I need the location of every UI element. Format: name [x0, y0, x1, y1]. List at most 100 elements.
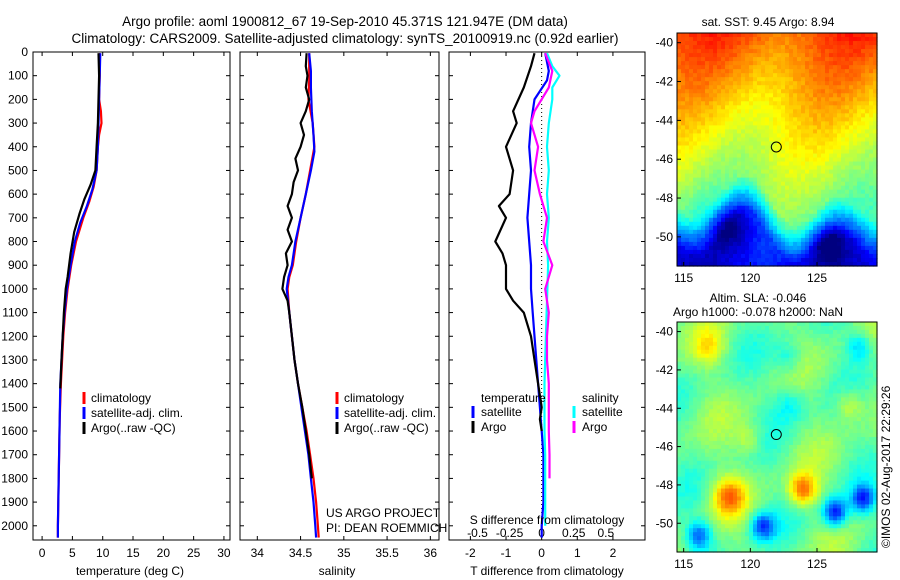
heatmap-cell	[713, 185, 718, 191]
heatmap-cell	[753, 361, 758, 367]
heatmap-cell	[817, 45, 822, 50]
heatmap-cell	[761, 177, 766, 183]
heatmap-cell	[741, 65, 746, 70]
heatmap-cell	[809, 181, 814, 187]
heatmap-cell	[721, 345, 726, 351]
heatmap-cell	[857, 141, 862, 147]
heatmap-cell	[705, 197, 710, 203]
heatmap-cell	[797, 349, 802, 355]
heatmap-cell	[845, 125, 850, 131]
heatmap-cell	[805, 161, 810, 167]
heatmap-cell	[813, 345, 818, 351]
heatmap-cell	[773, 213, 778, 219]
heatmap-cell	[869, 37, 874, 42]
heatmap-cell	[809, 149, 814, 155]
heatmap-cell	[793, 353, 798, 359]
heatmap-cell	[853, 209, 858, 215]
heatmap-cell	[741, 181, 746, 187]
heatmap-cell	[701, 49, 706, 54]
heatmap-cell	[853, 385, 858, 391]
heatmap-cell	[785, 65, 790, 70]
heatmap-cell	[837, 189, 842, 195]
heatmap-cell	[773, 345, 778, 351]
heatmap-cell	[825, 369, 830, 375]
heatmap-cell	[681, 45, 686, 50]
heatmap-cell	[681, 117, 686, 122]
heatmap-cell	[873, 213, 878, 219]
heatmap-cell	[753, 101, 758, 106]
heatmap-cell	[761, 456, 766, 462]
heatmap-cell	[801, 193, 806, 199]
heatmap-cell	[689, 425, 694, 430]
heatmap-cell	[737, 325, 742, 331]
heatmap-cell	[777, 137, 782, 143]
heatmap-cell	[749, 89, 754, 94]
heatmap-cell	[837, 221, 842, 227]
heatmap-cell	[745, 181, 750, 187]
heatmap-cell	[837, 322, 842, 327]
heatmap-cell	[721, 121, 726, 126]
heatmap-cell	[741, 253, 746, 259]
heatmap-cell	[773, 397, 778, 402]
heatmap-cell	[721, 97, 726, 102]
heatmap-cell	[829, 353, 834, 359]
heatmap-cell	[737, 53, 742, 58]
heatmap-cell	[729, 393, 734, 398]
heatmap-cell	[749, 325, 754, 331]
heatmap-cell	[741, 325, 746, 331]
heatmap-cell	[789, 341, 794, 347]
heatmap-cell	[857, 385, 862, 391]
heatmap-cell	[737, 448, 742, 454]
heatmap-cell	[873, 41, 878, 46]
heatmap-cell	[841, 229, 846, 235]
legend-argo-label: Argo(..raw -QC)	[344, 421, 429, 435]
heatmap-cell	[869, 225, 874, 231]
depth-tick-label: 1000	[1, 282, 28, 296]
heatmap-cell	[813, 401, 818, 406]
heatmap-cell	[745, 229, 750, 235]
heatmap-cell	[697, 253, 702, 259]
heatmap-cell	[761, 241, 766, 247]
heatmap-cell	[681, 385, 686, 391]
heatmap-cell	[765, 185, 770, 191]
heatmap-cell	[721, 45, 726, 50]
heatmap-cell	[809, 65, 814, 70]
heatmap-cell	[829, 197, 834, 203]
heatmap-cell	[777, 393, 782, 398]
heatmap-cell	[817, 165, 822, 171]
heatmap-cell	[761, 397, 766, 402]
depth-tick-label: 800	[8, 235, 28, 249]
heatmap-cell	[797, 377, 802, 383]
heatmap-cell	[745, 57, 750, 62]
heatmap-cell	[713, 201, 718, 207]
heatmap-cell	[869, 389, 874, 394]
heatmap-cell	[813, 185, 818, 191]
heatmap-cell	[805, 217, 810, 223]
heatmap-cell	[865, 225, 870, 231]
heatmap-cell	[749, 85, 754, 90]
depth-tick-label: 300	[8, 116, 28, 130]
heatmap-cell	[705, 397, 710, 402]
heatmap-cell	[689, 89, 694, 94]
heatmap-cell	[765, 121, 770, 126]
heatmap-cell	[749, 429, 754, 434]
heatmap-cell	[733, 417, 738, 422]
heatmap-cell	[869, 433, 874, 438]
heatmap-cell	[845, 425, 850, 430]
heatmap-cell	[841, 185, 846, 191]
heatmap-cell	[837, 129, 842, 135]
heatmap-cell	[761, 425, 766, 430]
heatmap-cell	[869, 405, 874, 410]
heatmap-cell	[813, 165, 818, 171]
heatmap-cell	[717, 201, 722, 207]
heatmap-cell	[865, 165, 870, 171]
heatmap-cell	[705, 464, 710, 470]
heatmap-cell	[853, 357, 858, 363]
heatmap-cell	[837, 49, 842, 54]
heatmap-cell	[781, 405, 786, 410]
heatmap-cell	[825, 81, 830, 86]
heatmap-cell	[721, 341, 726, 347]
heatmap-cell	[701, 322, 706, 327]
heatmap-cell	[729, 429, 734, 434]
heatmap-cell	[849, 253, 854, 259]
